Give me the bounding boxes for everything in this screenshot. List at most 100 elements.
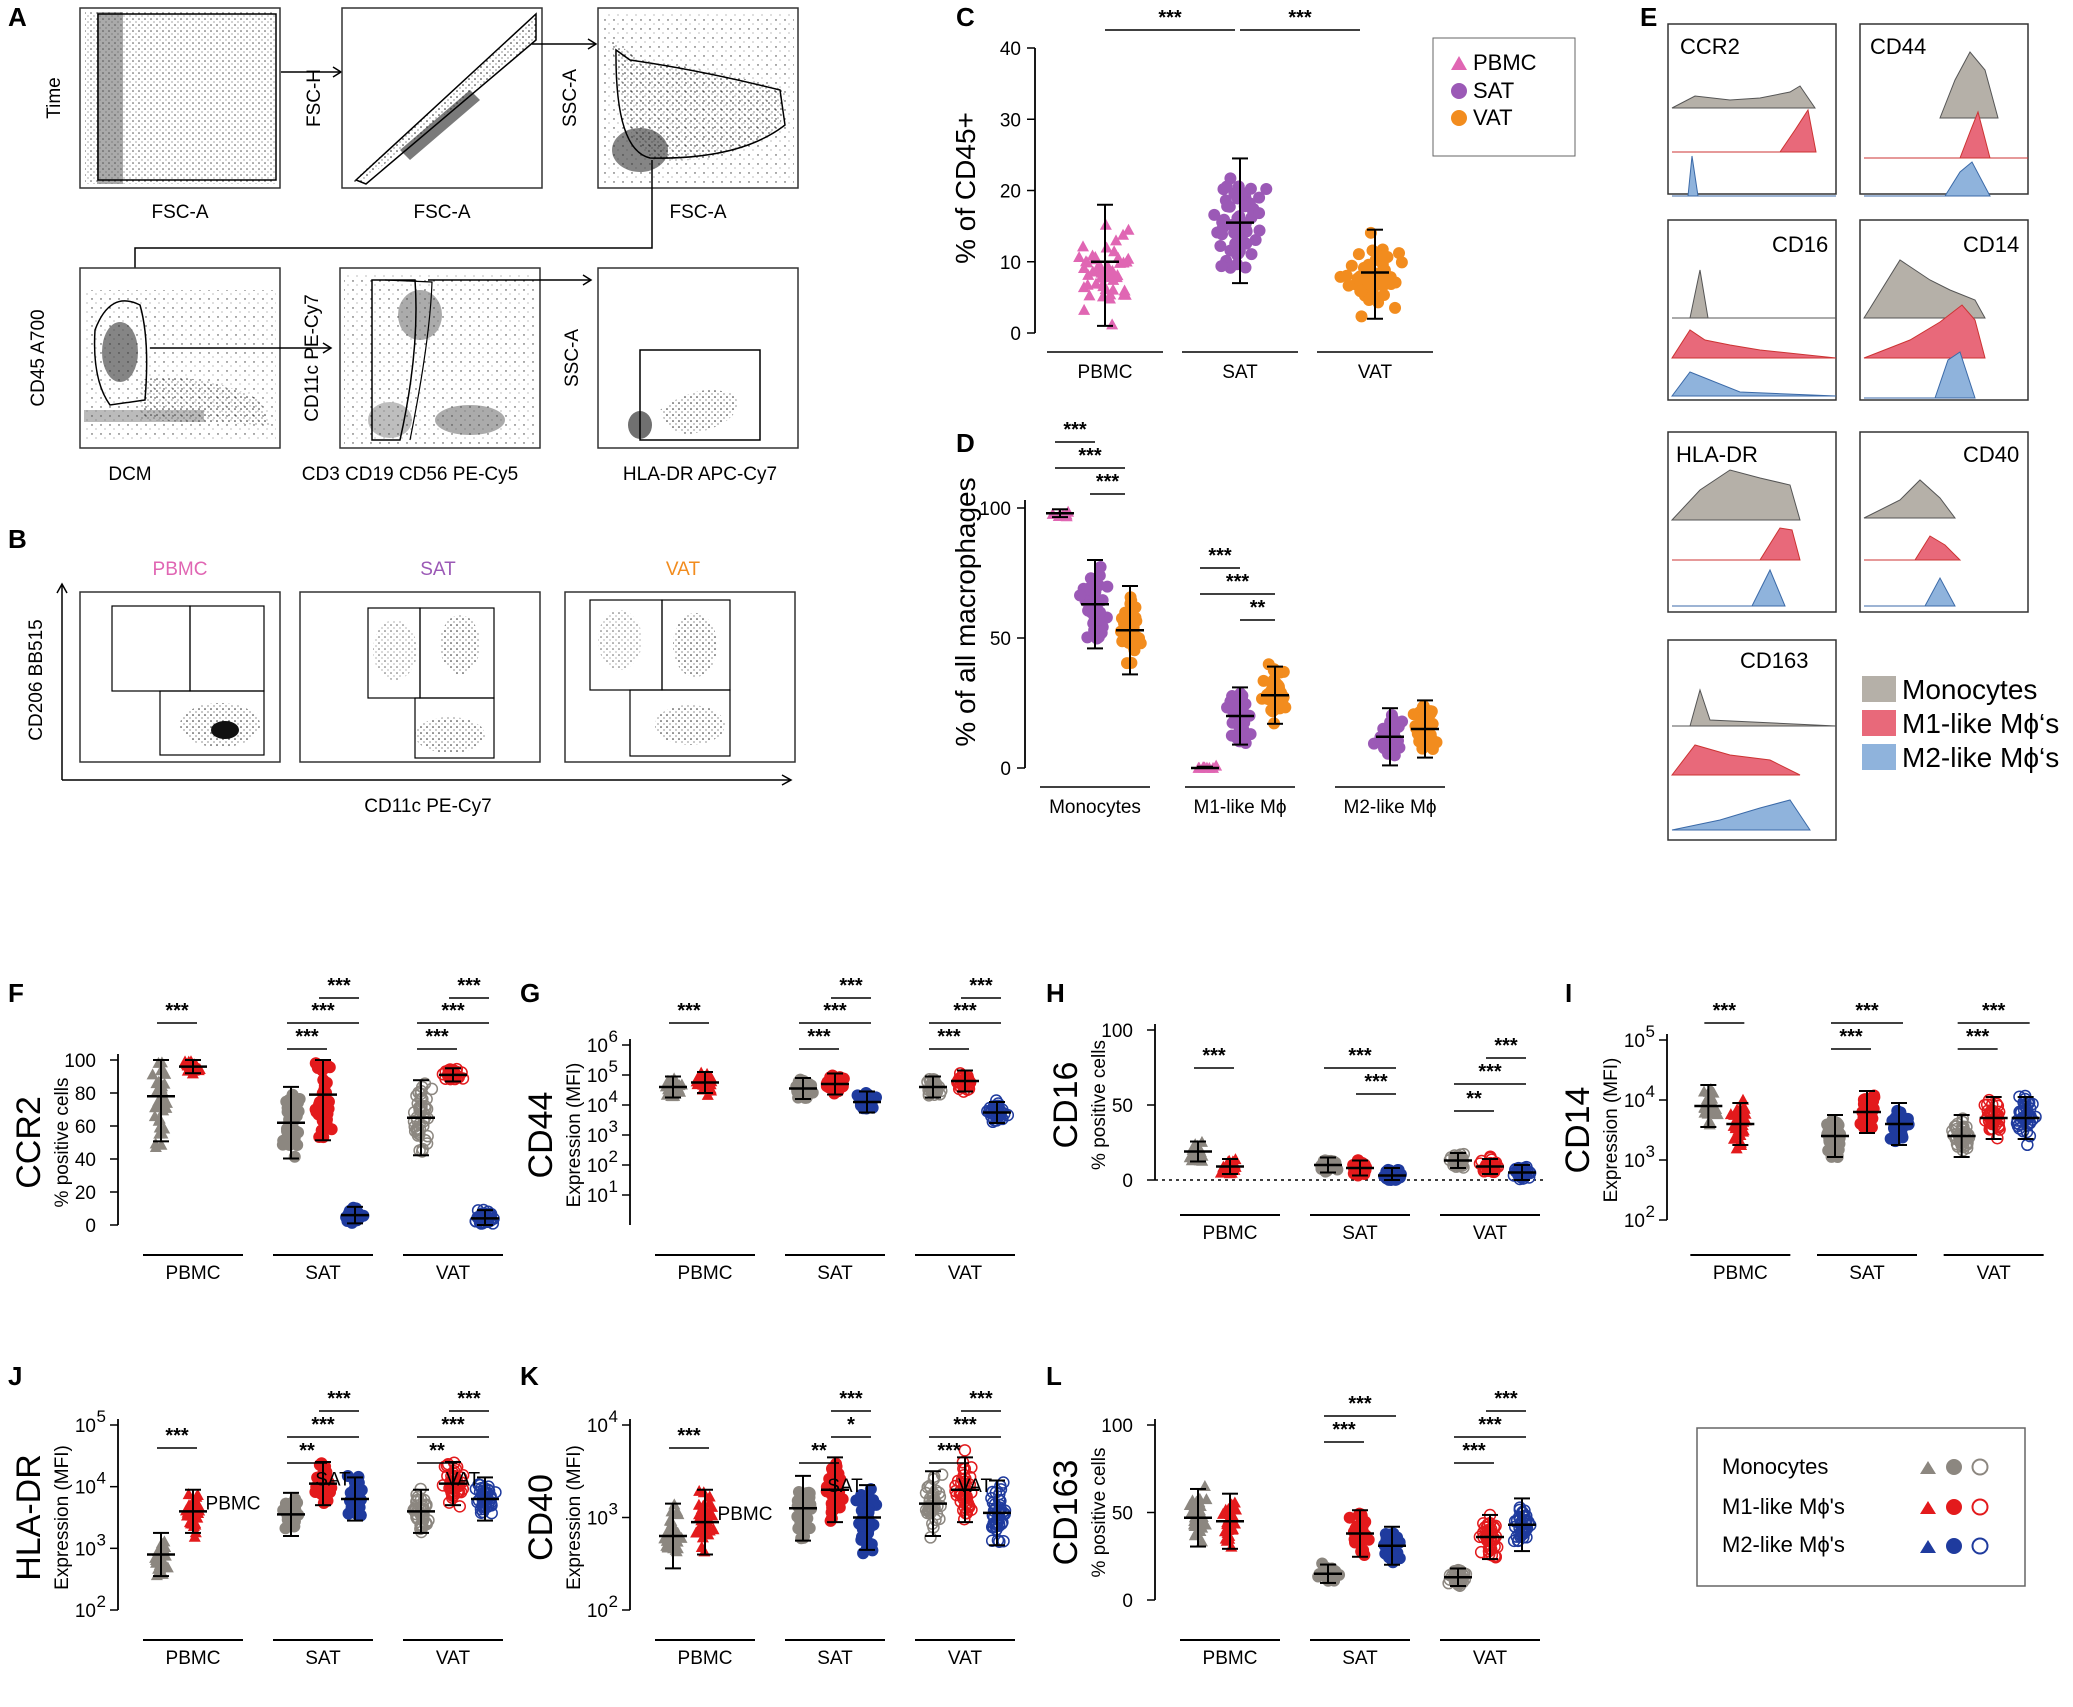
panel-letter-i: I (1565, 978, 1572, 1008)
panel-k-point-0-0 (660, 1539, 673, 1551)
panel-l-point-2-2 (1520, 1531, 1533, 1544)
panel-i-point-0-0 (1703, 1115, 1716, 1127)
panel-l-point-1-1 (1355, 1508, 1368, 1521)
panel-letter-b: B (8, 524, 27, 554)
panel-f-point-2-0 (415, 1145, 429, 1158)
legend-vat-label: VAT (1473, 105, 1513, 130)
hist-hla-dr: HLA-DR (1667, 431, 1837, 613)
panel-j-ytick-label-0: 10 (75, 1601, 96, 1622)
panel-h-sig-0: *** (1202, 1045, 1226, 1067)
panel-k-point-1-0 (792, 1485, 805, 1498)
panel-l-xtick-label-1: SAT (1342, 1648, 1378, 1669)
panel-d-point-1-2 (1274, 666, 1287, 679)
panel-d-xtick-label-0: Monocytes (1049, 797, 1141, 818)
panel-a: FSC-A Time FSC-A FSC-H FSC-A SSC-A (28, 7, 799, 485)
hist-cd16: CD16 (1667, 219, 1837, 401)
hist-hla-dr-label: HLA-DR (1676, 442, 1758, 467)
panel-f-xtick-label-1: SAT (305, 1263, 341, 1284)
panel-h-ytick-label-2: 100 (1101, 1021, 1133, 1042)
panel-d-point-2-1 (1378, 742, 1391, 755)
panel-c-point-1 (1253, 191, 1266, 204)
panel-c-point-2 (1381, 251, 1394, 264)
panel-c-point-1 (1214, 240, 1227, 253)
panel-i-xtick-label-0: PBMC (1713, 1263, 1768, 1284)
panel-j-point-0-1 (182, 1488, 195, 1500)
panel-l-title: CD163 (1047, 1460, 1085, 1566)
panel-letter-k: K (520, 1361, 539, 1391)
panel-d-point-1-1 (1225, 729, 1238, 742)
panel-d-sig-5: ** (1250, 597, 1266, 619)
panel-k-point-0-1 (703, 1490, 716, 1502)
panel-h-ytick-label-0: 0 (1122, 1171, 1133, 1192)
gate-plot-2: FSC-A FSC-H (304, 7, 543, 223)
panel-i-point-1-1 (1868, 1091, 1881, 1104)
panel-d-ytick-label-1: 50 (990, 629, 1011, 650)
panel-d-point-1-2 (1257, 674, 1270, 687)
panel-c-point-2 (1355, 310, 1368, 323)
panel-f-xtick-label-0: PBMC (166, 1263, 221, 1284)
panel-k-point-2-1 (962, 1501, 976, 1514)
panel-d-point-1-1 (1221, 701, 1234, 714)
panel-g-sig-5: *** (953, 1000, 977, 1022)
panel-i-point-2-0 (1953, 1127, 1966, 1141)
panel-d-point-0-1 (1074, 589, 1087, 602)
panel-c-point-2 (1395, 256, 1408, 269)
panel-c-point-2 (1361, 274, 1374, 287)
panel-c-point-0 (1089, 250, 1102, 262)
panel-c-point-2 (1377, 289, 1390, 302)
panel-c-point-0 (1117, 288, 1130, 300)
gate-plot-5-xlabel: CD3 CD19 CD56 PE-Cy5 (302, 464, 518, 485)
panel-c-point-1 (1231, 246, 1244, 259)
panel-k-point-1-0 (795, 1532, 808, 1545)
panel-l-point-1-1 (1358, 1548, 1371, 1561)
panel-c-point-0 (1106, 264, 1119, 276)
panel-f-ylabel: % positive cells (52, 1078, 73, 1208)
panel-c-point-0 (1080, 255, 1093, 267)
panel-c-ytick-label-4: 40 (1000, 39, 1021, 60)
panel-j-point-2-0 (417, 1493, 431, 1507)
hist-cd14: CD14 (1859, 219, 2029, 401)
panel-i-sig-1: *** (1839, 1026, 1863, 1048)
panel-j-point-2-1 (453, 1500, 467, 1513)
panel-j-sig-2: *** (311, 1414, 335, 1436)
panel-f-point-2-0 (413, 1128, 426, 1141)
panel-f-point-0-0 (149, 1101, 162, 1113)
panel-g-xtick-label-2: VAT (948, 1263, 983, 1284)
legend-monocytes-label: Monocytes (1902, 674, 2037, 705)
panel-g-point-2-0 (922, 1083, 935, 1097)
panel-k-point-2-1 (958, 1444, 972, 1457)
panel-g-sig-3: *** (839, 975, 863, 997)
panel-f-point-1-1 (318, 1093, 331, 1106)
panel-c-point-1 (1238, 200, 1251, 213)
panel-c-point-0 (1083, 289, 1096, 301)
panel-f-sig-4: *** (425, 1026, 449, 1048)
panel-c-point-0 (1093, 261, 1106, 273)
fl-legend-m1: M1-like Mϕ's (1722, 1494, 1845, 1519)
panel-c-point-0 (1112, 251, 1125, 263)
panel-c-point-2 (1342, 279, 1355, 292)
panel-f-point-2-0 (410, 1113, 424, 1127)
panel-f-point-1-0 (291, 1138, 304, 1151)
panel-k-point-1-2 (862, 1506, 875, 1519)
panel-k-point-2-2 (993, 1535, 1006, 1548)
panel-l-ytick-label-1: 50 (1112, 1504, 1133, 1525)
hist-cd163: CD163 (1667, 639, 1837, 841)
panel-g-ytick-label-1: 10 (587, 1156, 608, 1177)
panel-c-point-1 (1223, 200, 1236, 213)
panel-k-ytick-label-0: 10 (587, 1601, 608, 1622)
panel-g-ytick-label-4: 10 (587, 1066, 608, 1087)
panel-d-sig-4: *** (1226, 571, 1250, 593)
panel-f-point-0-0 (156, 1127, 169, 1139)
panel-e: CCR2 CD44 CD16 CD14 HLA- (1667, 23, 2059, 841)
panel-f-point-2-1 (443, 1071, 456, 1084)
panel-l-point-1-2 (1383, 1528, 1396, 1541)
gate-plot-3-xlabel: FSC-A (670, 202, 727, 223)
legend-sat-label: SAT (1473, 78, 1514, 103)
panel-c-point-1 (1208, 208, 1221, 221)
panel-h-xtick-label-1: SAT (1342, 1223, 1378, 1244)
panel-i-ylabel: Expression (MFI) (1601, 1058, 1622, 1203)
legend-pbmc-marker (1451, 56, 1467, 70)
panel-j-point-2-2 (475, 1481, 488, 1495)
